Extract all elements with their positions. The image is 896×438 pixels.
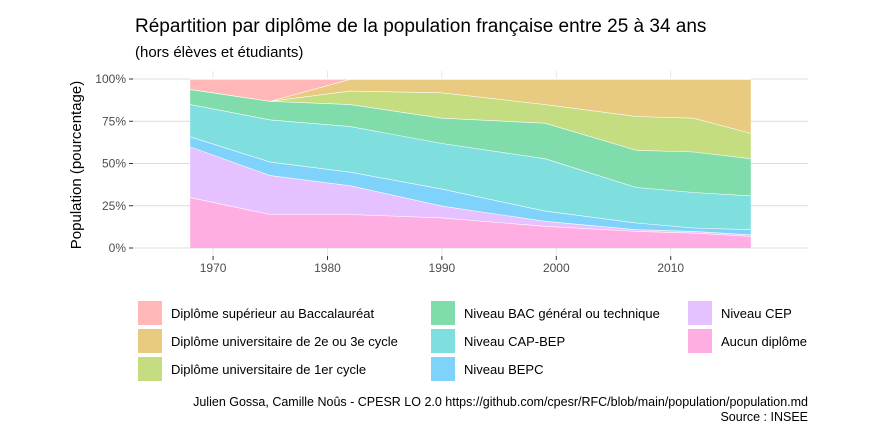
area-series-3 xyxy=(190,104,751,230)
legend-swatch-1 xyxy=(138,329,162,353)
x-tick-label-4: 2010 xyxy=(657,261,684,275)
chart-title: Répartition par diplôme de la population… xyxy=(135,16,706,37)
area-series-5 xyxy=(190,89,751,159)
legend-label-7: Aucun diplôme xyxy=(721,334,807,349)
legend-label-5: Niveau BEPC xyxy=(464,362,543,377)
x-tick-label-2: 1990 xyxy=(429,261,456,275)
legend-label-2: Diplôme universitaire de 1er cycle xyxy=(171,362,366,377)
legend-label-1: Diplôme universitaire de 2e ou 3e cycle xyxy=(171,334,398,349)
y-tick-label-2: 50% xyxy=(102,157,126,171)
legend-swatch-7 xyxy=(688,329,712,353)
x-tick-label-3: 2000 xyxy=(543,261,570,275)
area-boundary-3 xyxy=(190,103,751,197)
chart-subtitle: (hors élèves et étudiants) xyxy=(135,44,303,61)
x-tick-label-0: 1970 xyxy=(200,261,227,275)
y-ticks: 0% 25% 50% 75% 100% xyxy=(95,72,133,255)
legend-swatch-6 xyxy=(688,301,712,325)
y-axis-label: Population (pourcentage) xyxy=(68,81,85,249)
area-series-6 xyxy=(190,79,751,134)
area-boundary-4 xyxy=(190,88,751,159)
legend-label-4: Niveau CAP-BEP xyxy=(464,334,565,349)
y-tick-label-4: 100% xyxy=(95,72,126,86)
x-tick-label-1: 1980 xyxy=(314,261,341,275)
legend-swatch-2 xyxy=(138,357,162,381)
area-series-7 xyxy=(190,79,751,101)
x-ticks: 1970 1980 1990 2000 2010 xyxy=(200,256,684,275)
area-series-0 xyxy=(190,197,751,248)
legend: Diplôme supérieur au Baccalauréat Diplôme… xyxy=(138,301,807,381)
legend-label-3: Niveau BAC général ou technique xyxy=(464,306,660,321)
y-tick-label-1: 25% xyxy=(102,199,126,213)
y-tick-label-3: 75% xyxy=(102,114,126,128)
area-boundary-2 xyxy=(190,135,751,230)
area-series-1 xyxy=(190,146,751,237)
legend-swatch-3 xyxy=(431,301,455,325)
legend-swatch-4 xyxy=(431,329,455,353)
areas xyxy=(189,78,751,248)
caption-source: Source : INSEE xyxy=(720,410,808,424)
area-series-4 xyxy=(190,89,751,196)
legend-swatch-5 xyxy=(431,357,455,381)
y-tick-label-0: 0% xyxy=(109,241,127,255)
legend-label-6: Niveau CEP xyxy=(721,306,792,321)
legend-label-0: Diplôme supérieur au Baccalauréat xyxy=(171,306,374,321)
legend-swatch-0 xyxy=(138,301,162,325)
area-boundary-5 xyxy=(190,88,751,134)
caption-credits: Julien Gossa, Camille Noûs - CPESR LO 2.… xyxy=(193,395,808,409)
